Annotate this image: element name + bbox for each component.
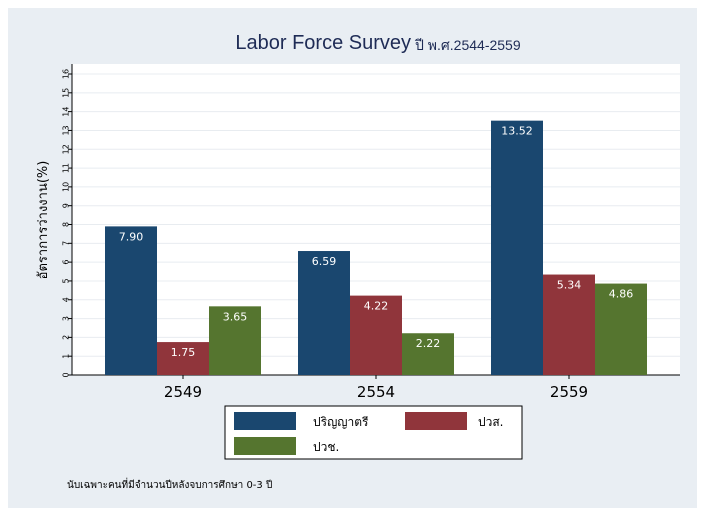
chart-subtitle: ปี พ.ศ.2544-2559 <box>415 37 521 53</box>
legend-label-2: ปวช. <box>313 440 339 454</box>
legend-swatch-2 <box>234 437 296 455</box>
bar-value-label: 4.22 <box>364 300 389 313</box>
y-tick-label: 16 <box>62 69 71 79</box>
x-tick-label: 2549 <box>164 383 202 401</box>
grid-lines <box>72 73 680 357</box>
bar <box>402 333 454 375</box>
y-tick-label: 1 <box>62 354 71 359</box>
y-tick-label: 9 <box>62 203 71 208</box>
bar-value-label: 6.59 <box>312 255 337 268</box>
y-tick-label: 13 <box>62 125 71 135</box>
bar-value-label: 5.34 <box>557 279 582 292</box>
legend-label-0: ปริญญาตรี <box>313 415 369 429</box>
bar-value-label: 2.22 <box>416 337 441 350</box>
bar <box>595 283 647 375</box>
y-tick-label: 10 <box>62 182 71 192</box>
chart-svg: Labor Force Survey ปี พ.ศ.2544-2559 0123… <box>36 32 680 491</box>
bar <box>209 306 261 375</box>
bar <box>350 295 402 375</box>
bar-value-label: 1.75 <box>171 346 196 359</box>
bar-value-label: 4.86 <box>609 288 634 301</box>
y-tick-label: 0 <box>62 372 71 377</box>
y-tick-label: 8 <box>62 222 71 227</box>
bar-value-label: 3.65 <box>223 310 248 323</box>
legend-swatch-1 <box>405 412 467 430</box>
bar <box>157 342 209 375</box>
chart-title: Labor Force Survey <box>235 32 411 54</box>
x-ticks: 2549 2554 2559 <box>164 375 588 401</box>
footnote: นับเฉพาะคนที่มีจำนวนปีหลังจบการศึกษา 0-3… <box>67 477 272 491</box>
y-tick-label: 14 <box>62 107 71 117</box>
y-axis-label: อัตราการว่างงาน(%) <box>36 161 51 280</box>
y-tick-label: 2 <box>62 335 71 340</box>
bar <box>491 120 543 375</box>
legend: ปริญญาตรี ปวส. ปวช. <box>224 405 523 460</box>
y-tick-label: 4 <box>62 297 71 302</box>
bar <box>543 274 595 375</box>
y-tick-label: 5 <box>62 278 71 283</box>
bars: 7.90 1.75 3.65 6.59 4.22 2.22 13.52 5.34 4.86 <box>105 120 647 375</box>
x-tick-label: 2559 <box>550 383 588 401</box>
y-tick-label: 12 <box>62 144 71 154</box>
x-tick-label: 2554 <box>357 383 395 401</box>
y-tick-label: 7 <box>62 241 71 246</box>
y-tick-label: 15 <box>62 88 71 98</box>
bar-value-label: 13.52 <box>501 125 533 138</box>
bar <box>105 226 157 375</box>
bar-value-label: 7.90 <box>119 230 144 243</box>
bar <box>298 251 350 375</box>
legend-swatch-0 <box>234 412 296 430</box>
y-tick-label: 11 <box>62 163 71 173</box>
legend-label-1: ปวส. <box>478 415 504 429</box>
y-tick-label: 3 <box>62 316 71 321</box>
y-tick-label: 6 <box>62 260 71 265</box>
